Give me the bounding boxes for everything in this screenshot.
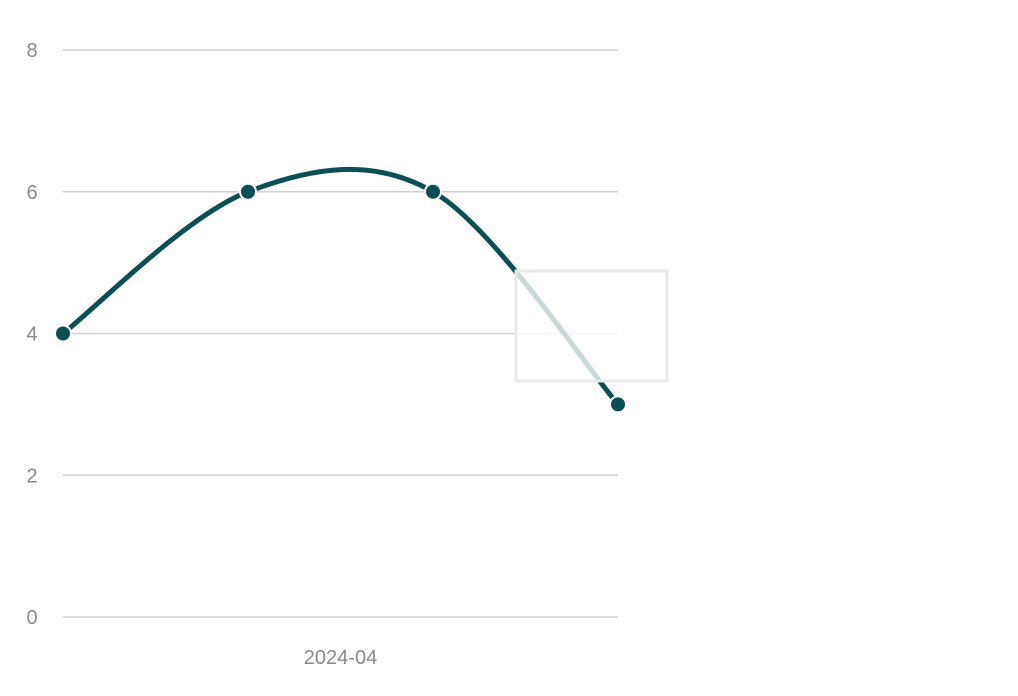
y-tick-label: 4 xyxy=(26,324,37,346)
y-tick-label: 6 xyxy=(26,182,37,204)
hover-overlay-box xyxy=(514,269,669,383)
x-axis-ticks: 2024-04 xyxy=(304,647,377,669)
y-axis-ticks: 0 2 4 6 8 xyxy=(26,40,37,629)
data-point[interactable] xyxy=(424,182,442,201)
y-tick-label: 0 xyxy=(26,607,37,629)
data-point[interactable] xyxy=(54,324,72,343)
data-point[interactable] xyxy=(239,182,257,201)
data-point[interactable] xyxy=(609,395,627,414)
y-tick-label: 8 xyxy=(26,40,37,62)
y-tick-label: 2 xyxy=(26,465,37,487)
x-tick-label: 2024-04 xyxy=(304,647,377,669)
gridlines xyxy=(63,49,618,618)
